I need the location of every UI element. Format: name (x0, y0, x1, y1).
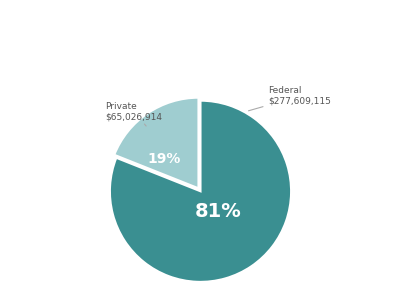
Text: Total Funding: $342,636,029: Total Funding: $342,636,029 (113, 50, 288, 60)
Text: 19%: 19% (148, 152, 181, 166)
Text: 2015: 2015 (179, 8, 222, 24)
Wedge shape (114, 98, 198, 188)
Text: Number of Projects: 1,410: Number of Projects: 1,410 (120, 69, 281, 79)
Text: 81%: 81% (195, 202, 242, 221)
Wedge shape (110, 101, 291, 282)
Text: Private
$65,026,914: Private $65,026,914 (105, 102, 162, 126)
Text: Federal
$277,609,115: Federal $277,609,115 (249, 86, 331, 111)
Text: Federal vs. Private Funding for ASD Research: Federal vs. Private Funding for ASD Rese… (61, 30, 340, 40)
